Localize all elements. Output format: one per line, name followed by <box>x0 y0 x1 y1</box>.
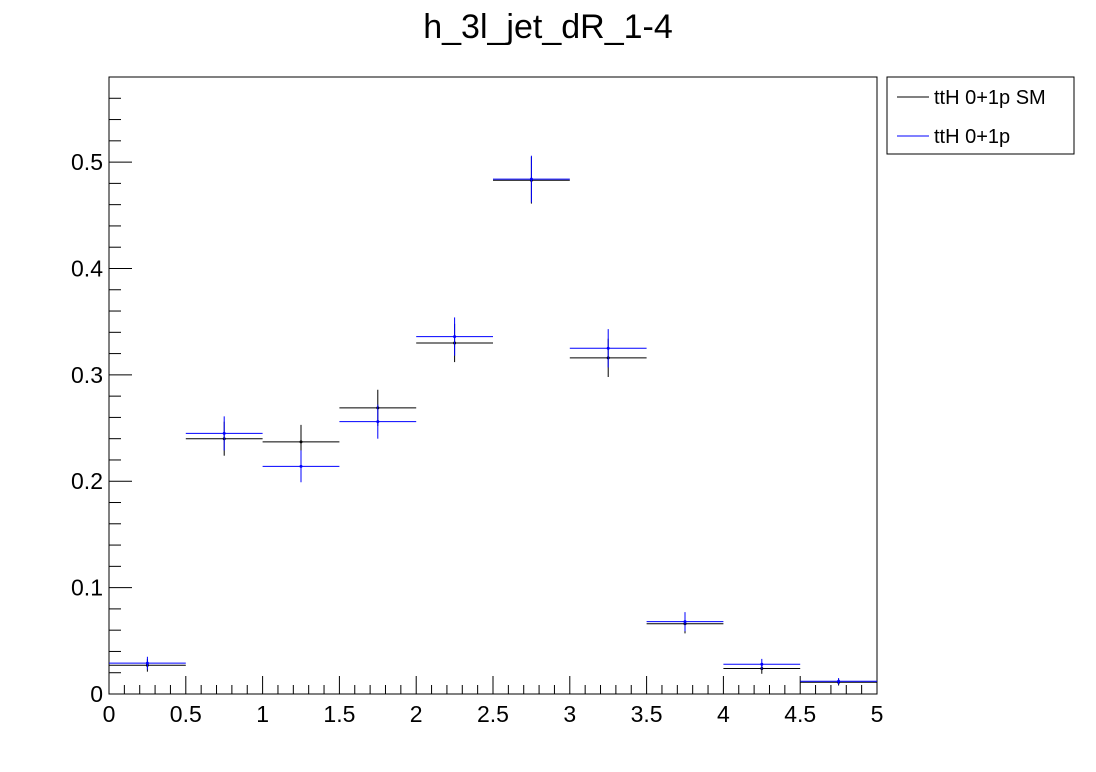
data-point-marker <box>837 679 841 683</box>
data-point-marker <box>529 177 533 181</box>
y-tick-label: 0.5 <box>71 149 103 175</box>
y-tick-label: 0.3 <box>71 362 103 388</box>
x-tick-label: 2.5 <box>477 701 509 727</box>
chart-title: h_3l_jet_dR_1-4 <box>423 8 673 46</box>
x-tick-label: 0 <box>103 701 116 727</box>
plot-frame <box>108 76 878 695</box>
data-point-marker <box>376 420 380 424</box>
data-point-marker <box>145 661 149 665</box>
legend-label-0: ttH 0+1p SM <box>934 87 1046 109</box>
x-tick-label: 0.5 <box>170 701 202 727</box>
x-tick-label: 1 <box>256 701 269 727</box>
data-point-marker <box>299 464 303 468</box>
x-tick-label: 4.5 <box>784 701 816 727</box>
y-tick-label: 0.2 <box>71 468 103 494</box>
y-tick-label: 0.1 <box>71 575 103 601</box>
legend: ttH 0+1p SM ttH 0+1p <box>886 76 1075 155</box>
x-tick-label: 4 <box>717 701 730 727</box>
x-tick-label: 3 <box>563 701 576 727</box>
y-tick-label: 0.4 <box>71 255 103 281</box>
data-point-marker <box>683 620 687 624</box>
series-layer <box>109 155 877 686</box>
series-1 <box>109 155 877 685</box>
data-point-marker <box>453 335 457 339</box>
data-point-marker <box>760 662 764 666</box>
data-point-marker <box>606 346 610 350</box>
x-tick-label: 3.5 <box>631 701 663 727</box>
x-tick-label: 2 <box>410 701 423 727</box>
x-tick-label: 5 <box>871 701 884 727</box>
legend-label-1: ttH 0+1p <box>934 126 1010 148</box>
data-point-marker <box>222 431 226 435</box>
data-point-marker <box>299 440 303 444</box>
axes: 0 0.5 1 1.5 2 2.5 3 3.5 4 4.5 5 0 0.1 0.2 0.3 0.4 0.5 <box>71 76 884 727</box>
x-tick-label: 1.5 <box>323 701 355 727</box>
legend-box <box>886 76 1075 155</box>
y-tick-label: 0 <box>90 681 103 707</box>
